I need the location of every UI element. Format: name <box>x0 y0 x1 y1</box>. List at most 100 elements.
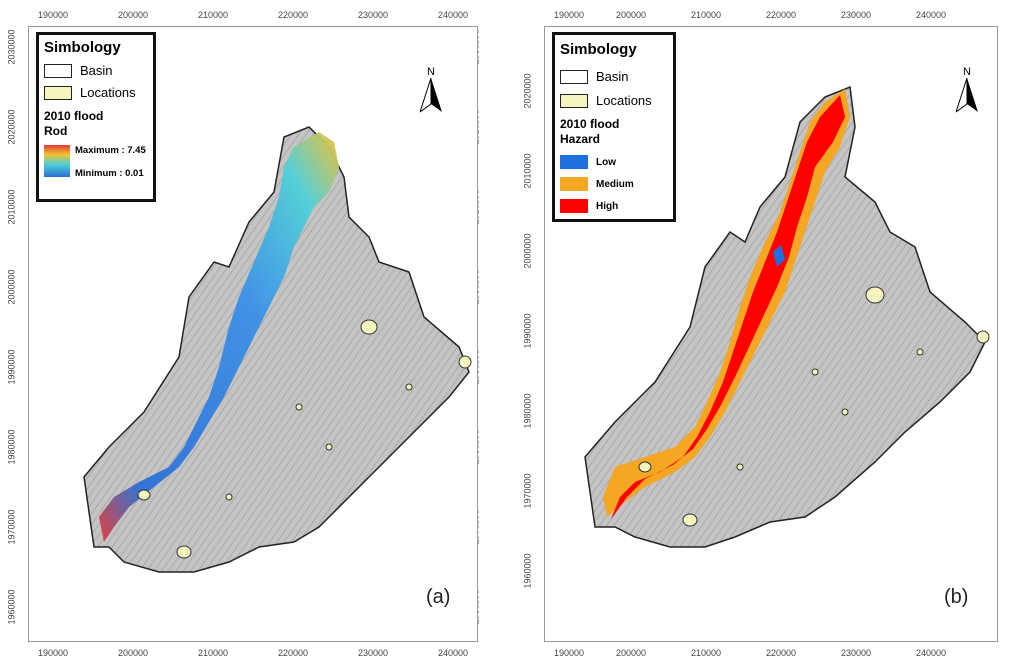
legend-row-basin: Basin <box>560 69 629 84</box>
map-frame <box>28 26 478 642</box>
legend-locations-label: Locations <box>596 93 652 108</box>
y-tick-left: 2030000 <box>6 29 17 65</box>
legend-max-label: Maximum : 7.45 <box>75 145 146 156</box>
hazard-high-area <box>611 95 845 519</box>
location-polygon <box>865 286 885 304</box>
x-tick-bottom: 210000 <box>198 648 229 658</box>
y-tick-left: 1970000 <box>6 509 17 545</box>
location-polygon <box>841 408 849 416</box>
panel-label: (b) <box>944 586 969 608</box>
x-tick-bottom: 240000 <box>916 648 947 658</box>
legend-row-medium: Medium <box>560 177 634 191</box>
x-tick-top: 220000 <box>278 10 309 20</box>
legend-row-locations: Locations <box>560 93 652 108</box>
legend-subtitle: 2010 flood <box>560 117 620 131</box>
location-polygon <box>976 330 990 344</box>
location-polygon <box>137 489 151 501</box>
legend-row-basin: Basin <box>44 63 113 78</box>
location-polygon <box>638 461 652 473</box>
legend-basin-label: Basin <box>596 69 629 84</box>
x-tick-top: 200000 <box>118 10 149 20</box>
hazard-low-area <box>773 245 785 267</box>
x-tick-top: 190000 <box>554 10 585 20</box>
location-polygon <box>325 443 333 451</box>
x-tick-bottom: 220000 <box>278 648 309 658</box>
basin-swatch <box>44 63 72 78</box>
hazard-medium-area <box>603 89 850 517</box>
locations-swatch <box>44 85 72 100</box>
x-tick-bottom: 190000 <box>38 648 69 658</box>
y-tick-left: 1990000 <box>522 313 533 349</box>
location-polygon <box>811 368 819 376</box>
north-arrow: N <box>955 66 978 119</box>
north-arrow-icon <box>419 77 442 114</box>
high-swatch <box>560 199 588 213</box>
legend-row-high: High <box>560 199 618 213</box>
legend-min-label: Minimum : 0.01 <box>75 168 144 179</box>
north-arrow: N <box>419 66 442 119</box>
legend-row-locations: Locations <box>44 85 136 100</box>
north-arrow-icon <box>955 77 978 114</box>
y-tick-left: 1980000 <box>522 393 533 429</box>
y-tick-left: 1990000 <box>6 349 17 385</box>
location-polygon <box>916 348 924 356</box>
depth-color-ramp <box>44 145 70 177</box>
legend-high-label: High <box>596 200 619 212</box>
legend-locations-label: Locations <box>80 85 136 100</box>
medium-swatch <box>560 177 588 191</box>
location-polygon <box>736 463 744 471</box>
legend-title: Simbology <box>560 41 637 58</box>
locations-swatch <box>560 93 588 108</box>
x-tick-bottom: 200000 <box>616 648 647 658</box>
y-tick-left: 2000000 <box>6 269 17 305</box>
legend-subtitle-variable: Hazard <box>560 132 601 146</box>
legend-low-label: Low <box>596 156 616 168</box>
low-swatch <box>560 155 588 169</box>
y-tick-left: 2010000 <box>522 153 533 189</box>
y-tick-left: 1970000 <box>522 473 533 509</box>
y-tick-left: 2020000 <box>6 109 17 145</box>
x-tick-bottom: 210000 <box>691 648 722 658</box>
y-tick-left: 1980000 <box>6 429 17 465</box>
map-panel-a: 190000 200000 210000 220000 230000 24000… <box>0 0 510 664</box>
x-tick-top: 200000 <box>616 10 647 20</box>
x-tick-top: 220000 <box>766 10 797 20</box>
y-tick-left: 2020000 <box>522 73 533 109</box>
legend-medium-label: Medium <box>596 178 634 190</box>
x-tick-bottom: 200000 <box>118 648 149 658</box>
y-tick-left: 2010000 <box>6 189 17 225</box>
legend-subtitle-variable: Rod <box>44 124 68 138</box>
legend-basin-label: Basin <box>80 63 113 78</box>
legend: Simbology Basin Locations 2010 flood Rod… <box>36 32 156 202</box>
location-polygon <box>682 513 698 527</box>
x-tick-bottom: 220000 <box>766 648 797 658</box>
x-tick-top: 190000 <box>38 10 69 20</box>
x-tick-bottom: 190000 <box>554 648 585 658</box>
x-tick-top: 230000 <box>358 10 389 20</box>
legend: Simbology Basin Locations 2010 flood Haz… <box>552 32 676 222</box>
location-polygon <box>176 545 192 559</box>
north-label: N <box>963 66 971 78</box>
legend-row-low: Low <box>560 155 616 169</box>
north-label: N <box>427 66 435 78</box>
y-tick-left: 2000000 <box>522 233 533 269</box>
location-polygon <box>225 493 233 501</box>
x-tick-top: 210000 <box>691 10 722 20</box>
basin-map <box>83 126 472 573</box>
x-tick-top: 210000 <box>198 10 229 20</box>
x-tick-bottom: 240000 <box>438 648 469 658</box>
legend-subtitle: 2010 flood <box>44 109 104 123</box>
y-tick-left: 1960000 <box>6 589 17 625</box>
location-polygon <box>295 403 303 411</box>
panel-label: (a) <box>426 586 451 608</box>
location-polygon <box>458 355 472 369</box>
basin-polygon <box>584 85 986 548</box>
basin-map <box>584 85 990 548</box>
x-tick-top: 230000 <box>841 10 872 20</box>
basin-swatch <box>560 69 588 84</box>
x-tick-top: 240000 <box>916 10 947 20</box>
flood-depth-area <box>99 132 339 542</box>
location-polygon <box>405 383 413 391</box>
x-tick-top: 240000 <box>438 10 469 20</box>
location-polygon <box>360 319 378 335</box>
